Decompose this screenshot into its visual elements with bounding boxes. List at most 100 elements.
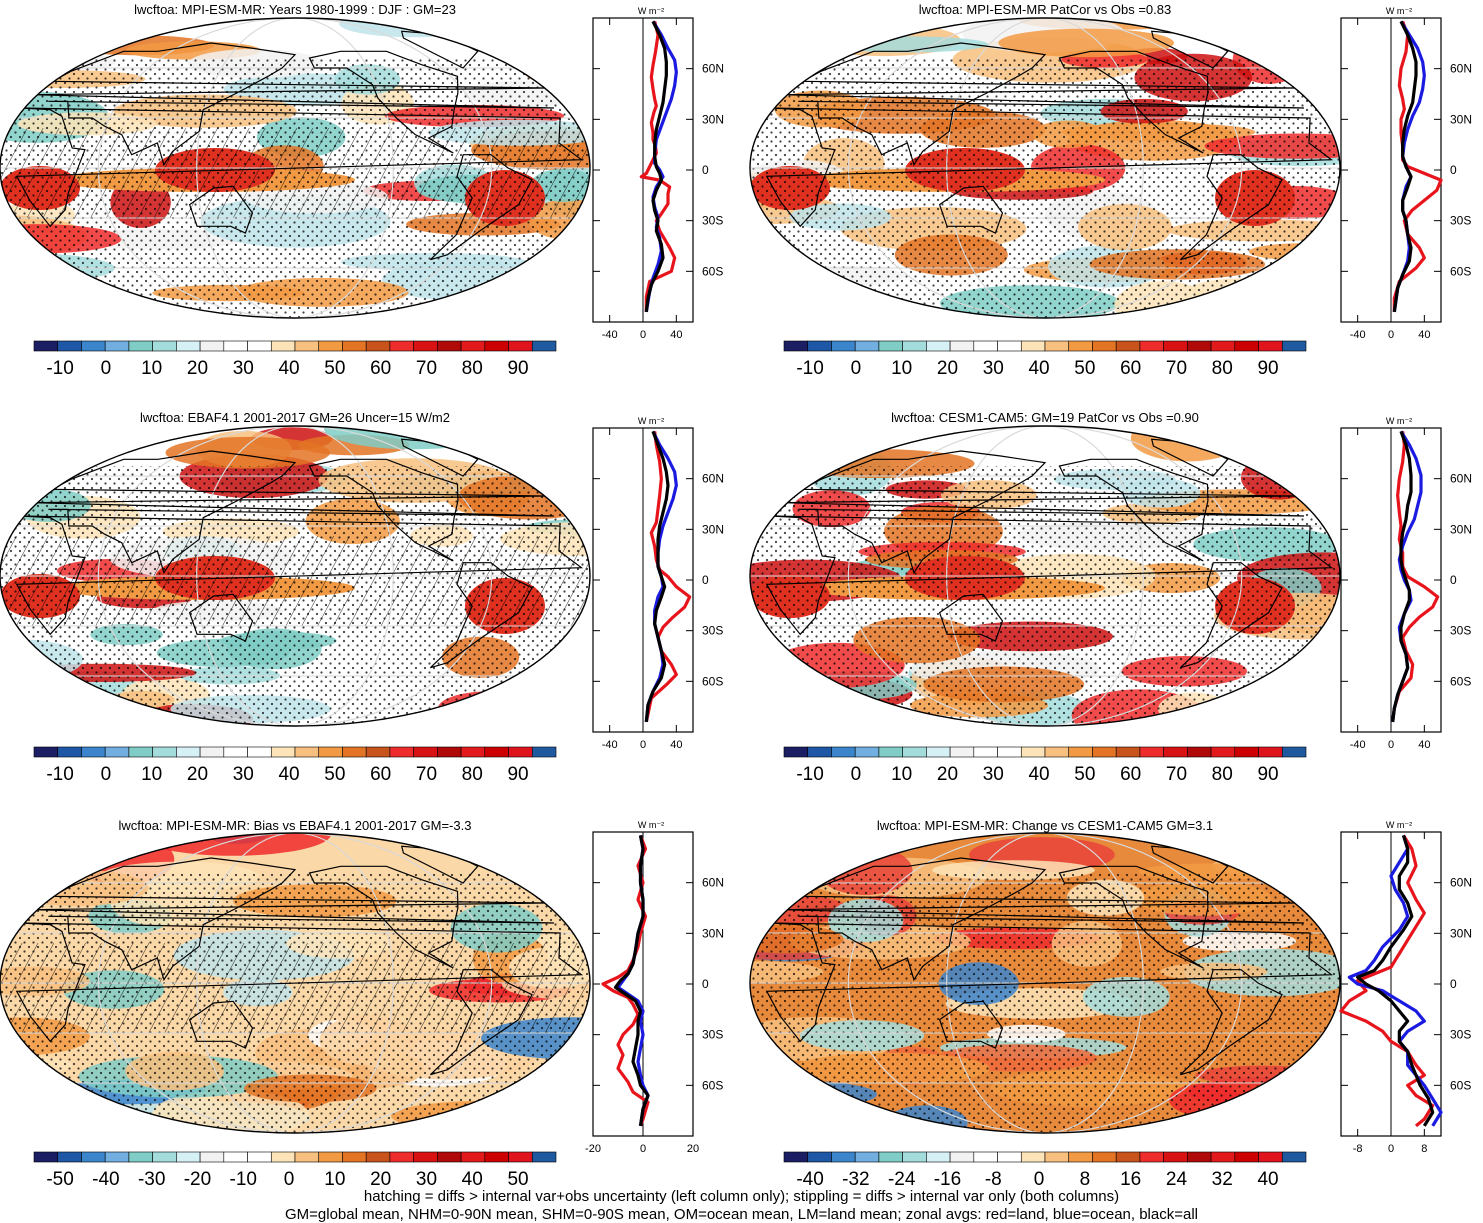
colorbar-swatch — [33, 746, 59, 758]
colorbar: -10 0 10 20 30 40 50 60 70 80 90 — [33, 746, 557, 785]
colorbar-swatch — [318, 340, 343, 352]
coastline — [938, 185, 1004, 234]
meridian-line — [97, 833, 493, 1133]
x-tick-label: 0 — [1388, 329, 1394, 341]
stippling — [750, 466, 1340, 726]
x-tick-label: 40 — [670, 329, 682, 341]
hatching — [0, 128, 590, 218]
y-tick-label: 0 — [702, 573, 709, 587]
colorbar-swatch — [783, 340, 809, 352]
meridian-line — [97, 18, 493, 318]
colorbar-label: 20 — [187, 764, 208, 785]
colorbar-label: 0 — [101, 764, 112, 785]
coastline — [188, 593, 254, 642]
colorbar-label: 30 — [983, 764, 1004, 785]
zonal-series-all — [1356, 834, 1435, 1127]
coastline — [765, 515, 1334, 636]
colorbar-label: -30 — [138, 1169, 165, 1190]
colorbar-label: 0 — [851, 764, 862, 785]
colorbar-swatch — [270, 746, 296, 758]
zonal-series-all — [644, 20, 668, 313]
colorbar-label: 0 — [851, 358, 862, 379]
colorbar-swatch — [1115, 1151, 1141, 1163]
colorbar-swatch — [902, 746, 927, 758]
coastline — [308, 50, 459, 154]
colorbar-swatch — [294, 746, 320, 758]
colorbar-swatch — [128, 340, 153, 352]
meridian-line — [196, 833, 394, 1133]
field-patch — [14, 297, 175, 318]
meridian-line — [847, 18, 1243, 318]
x-tick-label: 0 — [640, 739, 646, 751]
colorbar-label: 20 — [370, 1169, 391, 1190]
y-tick-label: 30S — [1450, 624, 1471, 638]
meridian-line — [196, 18, 394, 318]
coastline — [1058, 458, 1209, 562]
colorbar-swatch — [152, 746, 177, 758]
coastline — [765, 107, 1334, 228]
field-patch — [430, 18, 590, 45]
map-border — [0, 425, 591, 727]
field-patch — [750, 18, 863, 49]
colorbar-swatch — [1234, 340, 1259, 352]
y-tick-label: 30S — [702, 214, 723, 228]
map-border — [749, 425, 1341, 727]
x-tick-label: -40 — [1350, 329, 1366, 341]
colorbar-swatch — [997, 1151, 1022, 1163]
zonal-series-land — [1391, 431, 1440, 723]
zonal-plot: -40 0 40 W m⁻² 60N 30N 0 30S 60S — [592, 6, 724, 341]
colorbar-swatch — [1139, 746, 1164, 758]
meridian-line — [847, 833, 1243, 1133]
colorbar-swatch — [1258, 746, 1283, 758]
colorbar-swatch — [926, 1151, 951, 1163]
unit-label: W m⁻² — [1386, 416, 1412, 426]
colorbar-swatch — [1258, 1151, 1283, 1163]
colorbar-label: 24 — [1166, 1169, 1188, 1190]
x-tick-label: 0 — [1388, 739, 1394, 751]
colorbar-label: 16 — [1120, 1169, 1141, 1190]
colorbar-label: -10 — [796, 764, 823, 785]
colorbar-swatch — [807, 340, 832, 352]
colorbar-swatch — [1139, 340, 1164, 352]
colorbar-swatch — [1068, 1151, 1093, 1163]
colorbar-swatch — [294, 1151, 320, 1163]
x-tick-label: 8 — [1421, 1143, 1427, 1155]
colorbar-swatch — [104, 340, 130, 352]
unit-label: W m⁻² — [638, 6, 664, 16]
colorbar-swatch — [247, 1151, 272, 1163]
x-tick-label: 0 — [640, 1143, 646, 1155]
colorbar-swatch — [1115, 340, 1141, 352]
y-tick-label: 60N — [1450, 472, 1472, 486]
y-tick-label: 60N — [1450, 876, 1472, 890]
zonal-series-all — [1392, 20, 1418, 313]
colorbar-label: 10 — [141, 358, 162, 379]
coastline — [308, 458, 459, 562]
zonal-series-land — [601, 834, 650, 1127]
colorbar-swatch — [81, 746, 106, 758]
meridian-line — [946, 426, 1144, 726]
colorbar-swatch — [1092, 1151, 1117, 1163]
colorbar-label: 0 — [284, 1169, 295, 1190]
panel: lwcftoa: MPI-ESM-MR: Years 1980-1999 : D… — [0, 2, 724, 379]
colorbar-swatch — [460, 340, 486, 352]
zonal-series-land — [1339, 834, 1435, 1128]
y-tick-label: 60S — [1450, 674, 1471, 688]
meridian-line — [847, 426, 1243, 726]
colorbar-label: -50 — [46, 1169, 73, 1190]
field-patch — [750, 1121, 877, 1133]
colorbar-swatch — [1210, 746, 1236, 758]
y-tick-label: 60N — [702, 876, 724, 890]
colorbar-swatch — [1092, 746, 1117, 758]
field-patch — [531, 426, 590, 454]
colorbar-swatch — [1044, 746, 1070, 758]
colorbar-swatch — [223, 1151, 248, 1163]
colorbar-label: 50 — [324, 358, 345, 379]
colorbar-swatch — [807, 1151, 832, 1163]
colorbar-label: 0 — [101, 358, 112, 379]
colorbar-swatch — [484, 1151, 509, 1163]
x-tick-label: 40 — [1418, 739, 1430, 751]
y-tick-label: 30S — [702, 624, 723, 638]
colorbar-swatch — [1210, 1151, 1236, 1163]
colorbar-label: 30 — [416, 1169, 437, 1190]
colorbar-swatch — [342, 340, 367, 352]
